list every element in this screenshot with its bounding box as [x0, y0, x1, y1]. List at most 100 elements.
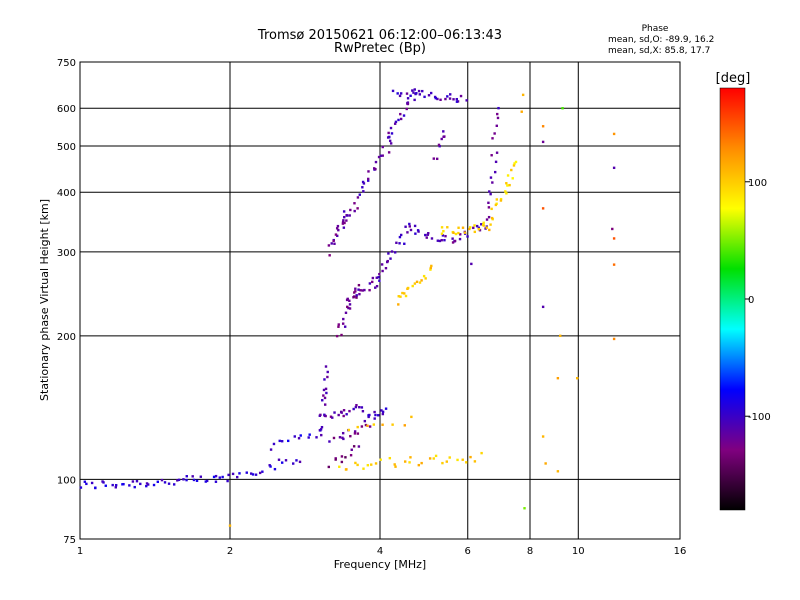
data-point	[329, 415, 333, 418]
y-tick-label: 300	[57, 248, 76, 259]
data-point	[214, 480, 218, 483]
data-point	[434, 96, 437, 100]
data-point	[182, 478, 185, 481]
data-point	[402, 114, 406, 117]
data-point	[444, 97, 447, 101]
y-tick-label: 100	[57, 475, 76, 486]
data-point	[473, 230, 477, 234]
data-point	[167, 482, 171, 485]
x-tick-label: 10	[572, 546, 585, 557]
data-point	[349, 454, 353, 457]
data-point	[477, 227, 481, 231]
data-point	[357, 288, 360, 291]
data-point	[172, 483, 176, 486]
data-point	[415, 280, 419, 284]
data-point	[334, 458, 337, 461]
data-point	[335, 334, 339, 338]
data-point	[79, 486, 83, 489]
data-point	[406, 97, 410, 100]
data-point	[388, 456, 392, 460]
data-point	[121, 483, 124, 486]
data-point	[482, 221, 485, 224]
data-point	[332, 436, 336, 440]
data-point	[442, 130, 445, 133]
x-axis-label: Frequency [MHz]	[334, 558, 426, 571]
data-point	[484, 227, 487, 230]
data-point	[360, 406, 364, 409]
data-point	[397, 118, 400, 122]
data-point	[408, 461, 411, 464]
data-point	[371, 280, 374, 284]
data-point	[128, 484, 131, 487]
colorbar	[719, 87, 746, 511]
data-point	[368, 288, 371, 292]
data-point	[337, 228, 340, 232]
data-point	[495, 151, 499, 154]
data-point	[356, 207, 359, 210]
data-point	[367, 177, 370, 181]
data-point	[388, 139, 392, 143]
data-point	[405, 92, 409, 95]
data-point	[332, 239, 335, 243]
data-point	[412, 91, 415, 94]
data-point	[425, 236, 428, 239]
data-point	[418, 281, 422, 284]
data-point	[408, 225, 411, 228]
data-point	[441, 461, 444, 465]
data-point	[102, 481, 105, 484]
data-point	[404, 225, 407, 228]
data-point	[397, 295, 400, 298]
data-point	[333, 242, 336, 245]
data-point	[374, 462, 378, 465]
data-point	[338, 436, 342, 439]
data-point	[420, 461, 423, 465]
colorbar-tick-label: 0	[748, 295, 754, 306]
data-point	[456, 458, 459, 462]
data-point	[491, 181, 494, 184]
data-point	[389, 126, 393, 130]
data-point	[298, 460, 302, 464]
data-point	[322, 394, 325, 397]
data-point	[367, 414, 370, 417]
data-point	[413, 282, 417, 285]
data-point	[442, 229, 445, 233]
data-point	[495, 198, 498, 201]
data-point	[321, 399, 324, 402]
data-point	[472, 226, 475, 230]
data-point	[395, 241, 398, 244]
data-point	[261, 470, 264, 473]
data-point	[452, 98, 455, 101]
data-point	[328, 440, 331, 443]
data-point	[375, 276, 378, 279]
data-point	[357, 283, 361, 287]
x-tick-label: 1	[77, 546, 83, 557]
colorbar-ticks: 100 0 -100	[745, 178, 771, 423]
data-point	[413, 88, 416, 91]
data-point	[387, 131, 390, 135]
phase-stats-x: mean, sd,X: 85.8, 17.7	[608, 46, 710, 56]
data-point	[421, 89, 424, 93]
data-point	[354, 290, 357, 293]
data-point	[612, 263, 616, 266]
data-point	[199, 475, 203, 478]
data-point	[245, 471, 248, 474]
data-point	[342, 437, 345, 441]
data-point	[299, 434, 302, 437]
data-point	[406, 102, 410, 106]
data-point	[454, 232, 458, 236]
data-point	[214, 474, 218, 478]
data-point	[292, 462, 295, 465]
data-point	[461, 226, 465, 229]
data-point	[212, 475, 216, 479]
data-point	[405, 107, 408, 111]
data-point	[415, 92, 418, 95]
data-point	[336, 234, 339, 238]
data-point	[387, 252, 390, 255]
data-point	[490, 207, 493, 211]
data-point	[295, 459, 298, 462]
data-point	[358, 406, 361, 409]
data-point	[363, 288, 366, 292]
data-point	[258, 471, 262, 475]
data-point	[411, 89, 414, 92]
data-point	[451, 241, 455, 244]
